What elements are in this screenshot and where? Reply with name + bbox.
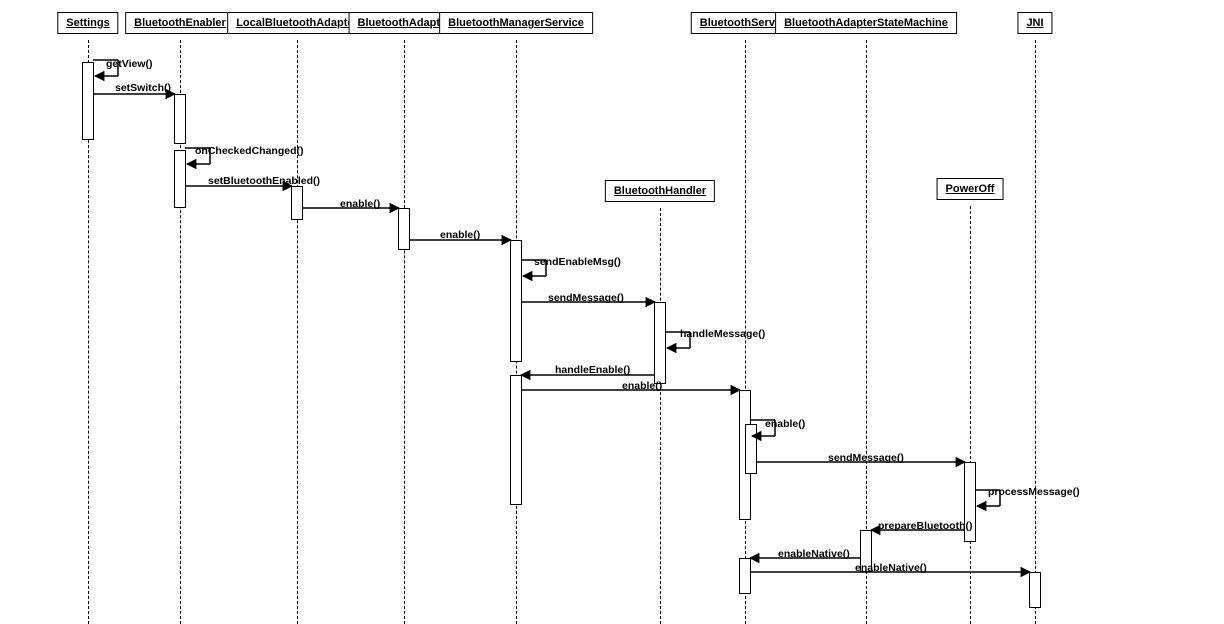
activation-btService [739,558,751,594]
participant-btHandler: BluetoothHandler [605,180,715,202]
activation-btAdapter [398,208,410,250]
message-label: handleEnable() [555,364,630,376]
message-label: enable() [765,418,805,430]
participant-btMgrSvc: BluetoothManagerService [439,12,593,34]
activation-btHandler [654,302,666,384]
participant-settings: Settings [57,12,118,34]
message-label: setSwitch() [115,82,171,94]
activation-btMgrSvc [510,375,522,505]
message-label: enable() [622,380,662,392]
activation-btService [745,424,757,474]
message-label: sendMessage() [828,452,904,464]
participant-jni: JNI [1017,12,1052,34]
lifeline-btAdapter [404,40,405,624]
message-label: onCheckedChanged() [195,145,304,157]
message-label: handleMessage() [680,328,765,340]
activation-settings [82,62,94,140]
message-label: sendMessage() [548,292,624,304]
message-label: enable() [340,198,380,210]
message-label: enableNative() [855,562,927,574]
message-label: getView() [106,58,152,70]
message-label: setBluetoothEnabled() [208,175,320,187]
participant-btEnabler: BluetoothEnabler [125,12,235,34]
message-label: sendEnableMsg() [534,256,621,268]
message-label: prepareBluetooth() [878,520,973,532]
lifeline-localAdapter [297,40,298,624]
sequence-diagram: Settings BluetoothEnablerLocalBluetoothAd… [0,0,1224,624]
message-label: processMessage() [988,486,1080,498]
participant-btSM: BluetoothAdapterStateMachine [775,12,957,34]
lifeline-jni [1035,40,1036,624]
message-label: enableNative() [778,548,850,560]
activation-jni [1029,572,1041,608]
activation-localAdapter [291,186,303,220]
lifeline-btHandler [660,208,661,624]
activation-btEnabler [174,150,186,208]
message-label: enable() [440,229,480,241]
participant-localAdapter: LocalBluetoothAdapter [227,12,367,34]
activation-btEnabler [174,94,186,144]
participant-powerOff: PowerOff [937,178,1004,200]
activation-btMgrSvc [510,240,522,362]
lifeline-powerOff [970,206,971,624]
